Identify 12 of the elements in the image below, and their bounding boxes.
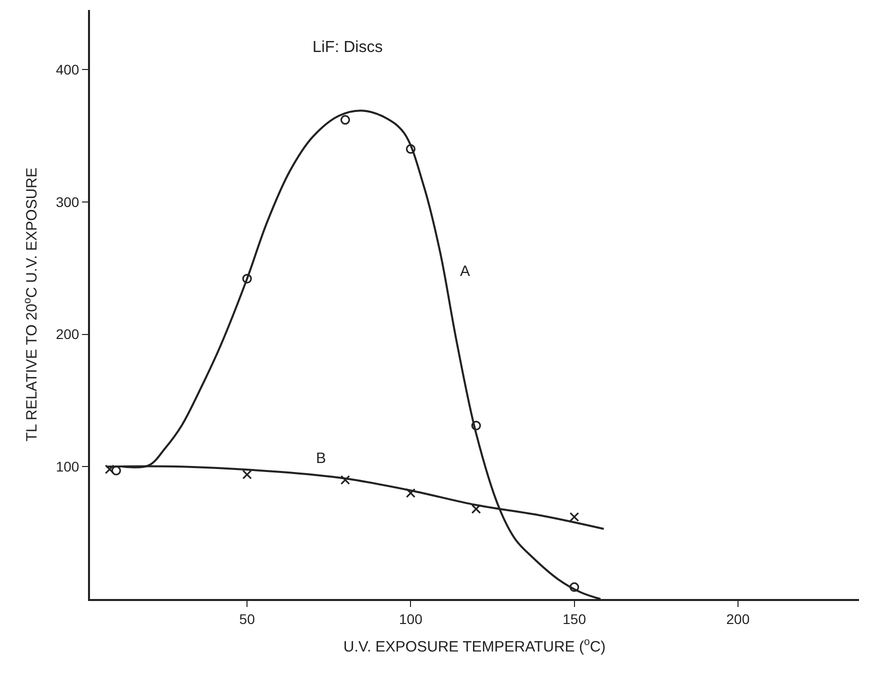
x-tick-label: 50 [239,610,256,627]
annotation: A [460,263,470,280]
x-axis-title: U.V. EXPOSURE TEMPERATURE ($^{o}$C) [343,636,606,656]
y-tick-label: 300 [56,194,80,210]
y-tick-label: 400 [56,61,80,78]
x-tick-label: 150 [562,610,586,627]
annotation: B [316,450,326,467]
x-tick-label: 200 [726,610,750,627]
x-tick-label: 100 [399,610,423,627]
text: LiF: Discs [312,38,383,56]
y-tick-label: 200 [56,326,80,342]
y-tick-label: 100 [56,458,80,475]
